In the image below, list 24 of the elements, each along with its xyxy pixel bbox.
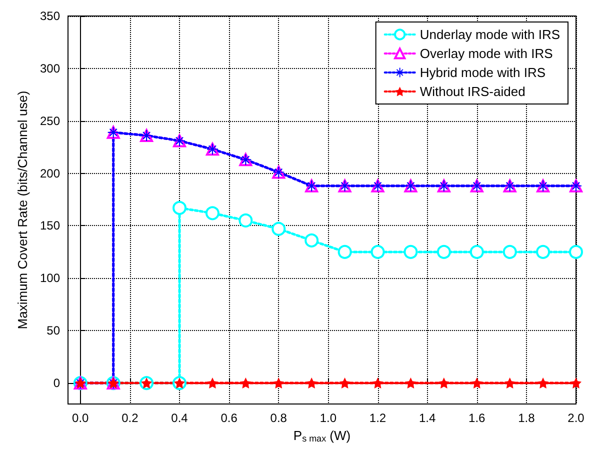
y-tick-label: 0 — [53, 376, 60, 390]
y-tick-label: 200 — [40, 166, 60, 180]
legend-label: Overlay mode with IRS — [420, 46, 554, 61]
y-tick-label: 350 — [40, 9, 60, 23]
legend-label: Underlay mode with IRS — [420, 27, 560, 42]
x-tick-label: 0.2 — [122, 411, 139, 425]
y-tick-label: 300 — [40, 61, 60, 76]
x-tick-label: 1.4 — [418, 411, 436, 425]
legend-label: Hybrid mode with IRS — [420, 65, 546, 80]
y-tick-label: 50 — [46, 324, 60, 338]
x-tick-label: 1.6 — [468, 411, 486, 425]
y-tick-label: 150 — [40, 218, 60, 233]
x-tick-label: 1.0 — [320, 411, 337, 425]
x-tick-label: 2.0 — [568, 411, 585, 425]
x-tick-label: 0.8 — [270, 411, 288, 425]
y-axis-title: Maximum Covert Rate (bits/Channel use) — [15, 90, 30, 330]
y-tick-label: 100 — [40, 271, 60, 286]
x-tick-label: 1.8 — [518, 411, 536, 425]
x-tick-label: 0.6 — [220, 411, 238, 425]
x-tick-label: 1.2 — [369, 411, 386, 425]
y-tick-label: 250 — [40, 114, 60, 128]
legend-label: Without IRS-aided — [420, 84, 526, 99]
x-tick-label: 0.4 — [171, 411, 188, 425]
x-tick-label: 0.0 — [72, 411, 90, 425]
